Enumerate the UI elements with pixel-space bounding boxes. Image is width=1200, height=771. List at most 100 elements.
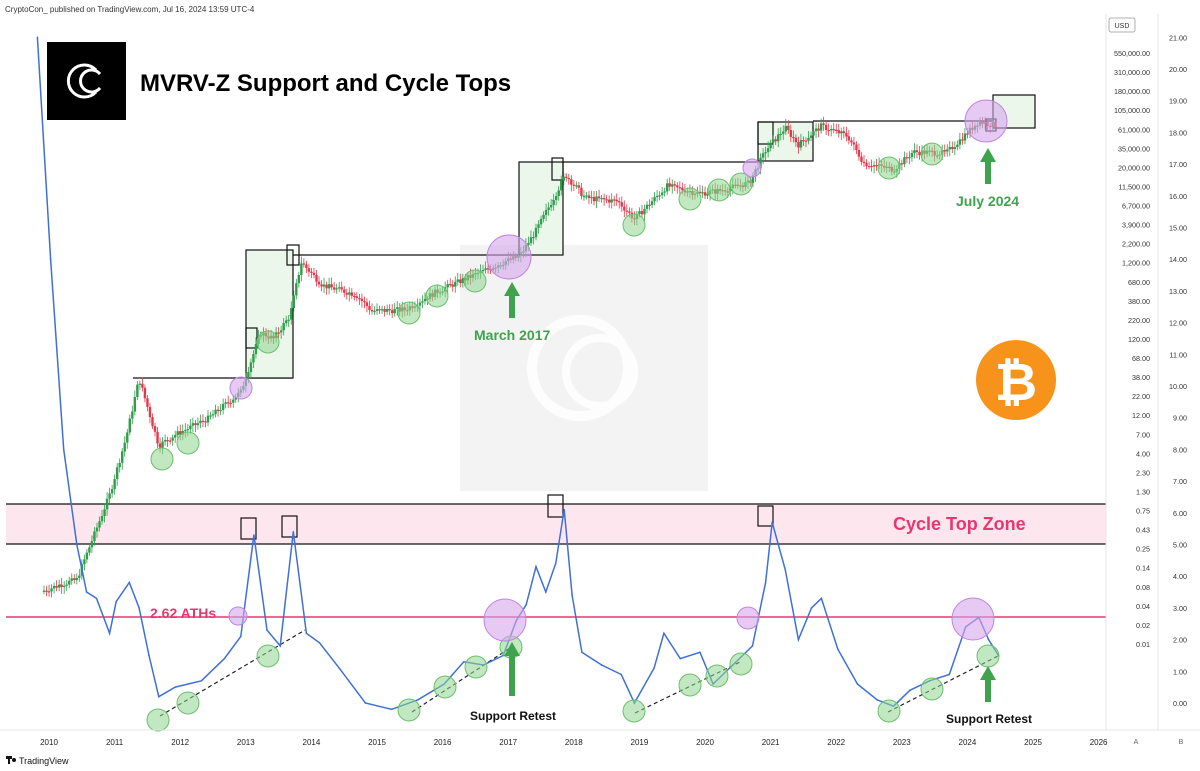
candle-body xyxy=(777,134,780,142)
price-tick-label: 0.14 xyxy=(1136,564,1150,573)
mvrv-point xyxy=(95,597,98,600)
candle-body xyxy=(312,272,316,275)
candle-body xyxy=(189,425,192,430)
candle-body xyxy=(567,178,570,180)
candle-body xyxy=(865,162,868,166)
mvrv-point xyxy=(771,521,773,524)
mvrv-point xyxy=(223,657,226,660)
candle-body xyxy=(822,123,825,125)
candle-body xyxy=(282,323,285,331)
candle-body xyxy=(305,264,308,269)
candle-body xyxy=(68,580,71,585)
candle-body xyxy=(673,184,676,186)
candle-body xyxy=(900,163,904,165)
time-tick-label: 2021 xyxy=(762,738,780,747)
candle-body xyxy=(287,319,290,321)
axis-mode-b[interactable]: B xyxy=(1179,739,1184,746)
candle-body xyxy=(769,142,772,149)
candle-body xyxy=(623,206,626,211)
mvrv-point xyxy=(62,448,65,451)
candle-body xyxy=(671,184,674,187)
price-tick-label: 61,000.00 xyxy=(1118,125,1150,134)
price-tick-label: 0.04 xyxy=(1136,602,1150,611)
mvrv-point xyxy=(364,702,367,704)
mvrv-tick-label: 18.00 xyxy=(1169,128,1187,137)
mvrv-point xyxy=(554,562,557,565)
time-axis: 2010 2011 2012 2013 2014 2015 2016 2017 2018 2019… xyxy=(40,738,1108,747)
time-tick-label: 2014 xyxy=(303,738,321,747)
candle-body xyxy=(343,289,346,293)
price-axis-unit[interactable]: USD xyxy=(1115,23,1130,30)
candle-body xyxy=(620,202,623,207)
candle-body xyxy=(421,301,424,303)
candle-body xyxy=(128,418,131,433)
mvrv-tick-label: 4.00 xyxy=(1173,572,1187,581)
candle-body xyxy=(327,284,331,289)
candle-body xyxy=(350,292,354,296)
candle-body xyxy=(93,531,96,542)
mvrv-point xyxy=(797,638,800,641)
mvrv-point xyxy=(545,591,547,593)
candle-body xyxy=(279,330,283,333)
candle-body xyxy=(247,372,250,380)
candle-body xyxy=(219,409,222,412)
price-point xyxy=(584,197,586,199)
candle-body xyxy=(226,402,230,404)
candle-body xyxy=(199,420,202,424)
price-tick-label: 120.00 xyxy=(1128,335,1150,344)
time-tick-label: 2024 xyxy=(959,738,977,747)
candle-body xyxy=(648,204,651,206)
time-tick-label: 2023 xyxy=(893,738,911,747)
candle-body xyxy=(547,207,550,210)
candle-body xyxy=(57,584,61,588)
candle-body xyxy=(196,423,200,426)
candle-body xyxy=(209,415,212,417)
publisher-info: CryptoCon_ published on TradingView.com,… xyxy=(5,5,255,14)
candle-body xyxy=(83,559,86,565)
candle-body xyxy=(100,516,104,522)
mvrv-point xyxy=(108,632,111,635)
price-tick-label: 550,000.00 xyxy=(1114,49,1150,58)
candle-body xyxy=(168,440,172,442)
mvrv-tick-label: 10.00 xyxy=(1169,382,1187,391)
price-tick-label: 11,500.00 xyxy=(1119,182,1150,191)
candle-body xyxy=(961,139,964,141)
candle-body xyxy=(575,185,578,187)
candle-body xyxy=(867,165,871,168)
candle-body xyxy=(655,195,659,198)
candle-body xyxy=(396,307,399,309)
mvrv-point xyxy=(948,673,951,676)
candle-body xyxy=(315,274,318,282)
candle-body xyxy=(771,139,775,143)
candle-body xyxy=(618,201,621,203)
candle-body xyxy=(799,140,803,148)
candle-body xyxy=(759,157,762,169)
candle-body xyxy=(764,152,767,154)
candle-body xyxy=(787,125,790,131)
price-tick-label: 1.30 xyxy=(1136,487,1150,496)
candle-body xyxy=(847,136,851,141)
time-tick-label: 2025 xyxy=(1024,738,1042,747)
candle-body xyxy=(385,309,389,312)
candle-body xyxy=(302,263,306,265)
candle-body xyxy=(640,211,644,215)
time-tick-label: 2013 xyxy=(237,738,255,747)
candle-body xyxy=(171,437,174,441)
axis-mode-a[interactable]: A xyxy=(1134,739,1139,746)
candle-body xyxy=(232,399,235,403)
candle-body xyxy=(75,577,78,580)
candle-body xyxy=(221,403,225,410)
mvrv-point xyxy=(174,686,176,688)
mvrv-tick-label: 3.00 xyxy=(1173,604,1187,613)
candle-body xyxy=(910,153,914,158)
candle-body xyxy=(534,227,538,238)
mvrv-point xyxy=(820,597,823,600)
candle-body xyxy=(663,191,666,193)
candle-body xyxy=(446,284,449,288)
candle-body xyxy=(529,237,533,244)
time-tick-label: 2026 xyxy=(1090,738,1108,747)
candle-body xyxy=(650,201,654,205)
price-tick-label: 680.00 xyxy=(1128,278,1150,287)
mvrv-point xyxy=(85,591,88,593)
candle-body xyxy=(819,123,823,131)
